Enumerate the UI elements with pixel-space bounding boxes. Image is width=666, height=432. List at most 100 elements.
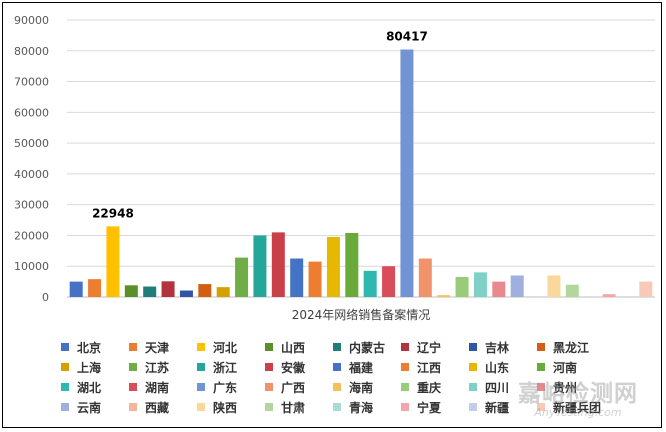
y-tick-label: 90000 — [14, 14, 49, 27]
legend-swatch — [197, 383, 205, 391]
legend-swatch — [537, 403, 545, 411]
legend-label: 陕西 — [213, 400, 238, 415]
legend-label: 新疆兵团 — [553, 400, 602, 415]
x-axis-title: 2024年网络销售备案情况 — [292, 307, 431, 322]
legend-label: 海南 — [349, 380, 374, 395]
legend-item: 海南 — [333, 379, 401, 395]
bar — [326, 236, 340, 297]
legend-swatch — [129, 363, 137, 371]
legend-label: 宁夏 — [417, 400, 442, 415]
legend-label: 辽宁 — [417, 340, 442, 355]
legend-label: 福建 — [349, 360, 374, 375]
legend-swatch — [333, 383, 341, 391]
legend-item: 河北 — [197, 339, 265, 355]
legend-swatch — [197, 343, 205, 351]
y-tick-label: 80000 — [14, 45, 49, 58]
legend-label: 吉林 — [485, 340, 510, 355]
legend-label: 江苏 — [145, 360, 170, 375]
legend-item: 江西 — [401, 359, 469, 375]
bar — [253, 235, 267, 297]
legend-swatch — [197, 403, 205, 411]
legend-item: 新疆兵团 — [537, 399, 605, 415]
legend-item: 北京 — [61, 339, 129, 355]
bar — [492, 281, 506, 297]
legend-item: 山西 — [265, 339, 333, 355]
legend-swatch — [333, 343, 341, 351]
legend-label: 贵州 — [553, 380, 578, 395]
bar — [602, 294, 616, 297]
legend-swatch — [61, 363, 69, 371]
legend-label: 湖南 — [145, 380, 170, 395]
bar — [565, 284, 579, 297]
legend-item: 江苏 — [129, 359, 197, 375]
legend-label: 青海 — [349, 400, 374, 415]
y-tick-label: 70000 — [14, 76, 49, 89]
legend-label: 黑龙江 — [553, 340, 590, 355]
legend-label: 天津 — [145, 340, 170, 355]
data-label: 80417 — [386, 29, 428, 43]
legend-swatch — [61, 343, 69, 351]
legend-label: 西藏 — [145, 400, 170, 415]
y-tick-label: 50000 — [14, 137, 49, 150]
bar — [363, 270, 377, 297]
legend-item: 山东 — [469, 359, 537, 375]
legend-swatch — [265, 403, 273, 411]
legend-label: 湖北 — [77, 380, 102, 395]
bar — [88, 279, 102, 297]
bar — [198, 284, 212, 297]
legend-item: 吉林 — [469, 339, 537, 355]
legend-label: 内蒙古 — [349, 340, 386, 355]
legend-swatch — [469, 363, 477, 371]
legend-item: 重庆 — [401, 379, 469, 395]
legend-swatch — [129, 383, 137, 391]
legend-label: 河南 — [553, 360, 578, 375]
legend-item: 浙江 — [197, 359, 265, 375]
legend-swatch — [401, 363, 409, 371]
legend-item: 陕西 — [197, 399, 265, 415]
legend-label: 江西 — [417, 360, 442, 375]
bar — [106, 226, 120, 297]
legend-label: 广东 — [213, 380, 238, 395]
bar — [143, 286, 157, 297]
legend-item: 新疆 — [469, 399, 537, 415]
bar — [382, 266, 396, 297]
legend-swatch — [265, 383, 273, 391]
legend-item: 湖北 — [61, 379, 129, 395]
legend-swatch — [265, 343, 273, 351]
legend-swatch — [333, 363, 341, 371]
legend-label: 河北 — [213, 340, 238, 355]
legend-swatch — [401, 403, 409, 411]
legend-swatch — [61, 383, 69, 391]
bar — [547, 275, 561, 297]
bar — [455, 276, 469, 297]
legend-item: 辽宁 — [401, 339, 469, 355]
bar — [345, 232, 359, 297]
legend-label: 山西 — [281, 340, 306, 355]
legend-label: 浙江 — [213, 360, 238, 375]
legend-item: 黑龙江 — [537, 339, 605, 355]
legend-swatch — [197, 363, 205, 371]
y-tick-label: 20000 — [14, 229, 49, 242]
legend-label: 四川 — [485, 380, 510, 395]
bar-chart: 0 10000 20000 30000 40000 50000 60000 70000 8000… — [14, 14, 655, 322]
legend-label: 云南 — [77, 400, 102, 415]
legend-item: 西藏 — [129, 399, 197, 415]
legend-item: 贵州 — [537, 379, 605, 395]
y-tick-label: 60000 — [14, 106, 49, 119]
chart-frame: 0 10000 20000 30000 40000 50000 60000 70000 8000… — [2, 2, 662, 428]
legend-label: 北京 — [77, 340, 102, 355]
chart-legend: 北京 天津 河北 山西 内蒙古 辽宁 吉林 黑龙江 上海 江苏 浙江 安徽 福建 江西 山东 河南 湖北 湖南 广东… — [61, 339, 661, 415]
legend-item: 四川 — [469, 379, 537, 395]
bar — [161, 281, 175, 297]
bar — [216, 287, 230, 297]
y-tick-label: 40000 — [14, 168, 49, 181]
bar — [179, 290, 193, 297]
bar — [400, 49, 414, 298]
bar — [124, 285, 138, 297]
legend-item: 云南 — [61, 399, 129, 415]
legend-item: 宁夏 — [401, 399, 469, 415]
y-tick-label: 30000 — [14, 199, 49, 212]
legend-swatch — [469, 403, 477, 411]
bar — [308, 261, 322, 297]
legend-swatch — [401, 383, 409, 391]
